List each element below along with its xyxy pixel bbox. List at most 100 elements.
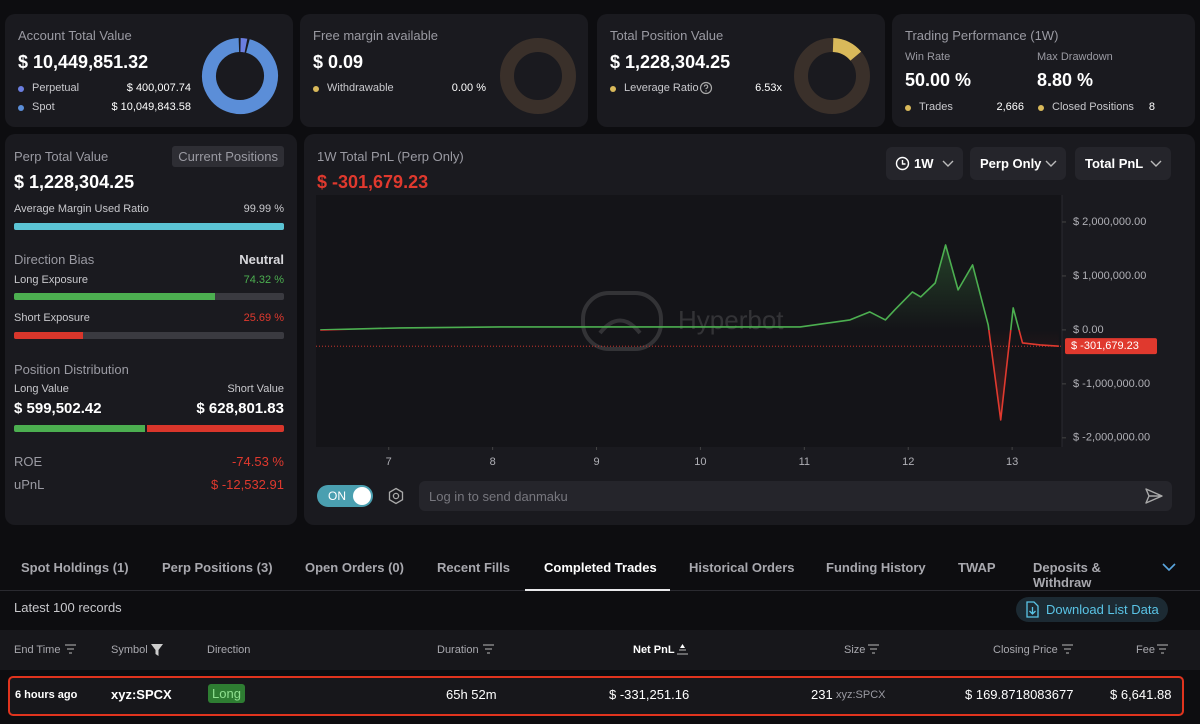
metric-value: $ 599,502.42 — [14, 400, 102, 417]
metric-name: Win Rate — [905, 51, 951, 63]
legend-dot — [18, 105, 24, 111]
metric-value: 50.00 % — [905, 70, 972, 90]
tab[interactable]: Recent Fills — [437, 560, 510, 575]
bar-track — [14, 332, 284, 339]
column-header[interactable]: Closing Price — [993, 644, 1058, 656]
donut-segment — [202, 38, 278, 114]
donut — [202, 38, 278, 114]
metric-value: -74.53 % — [231, 454, 284, 469]
danmaku-input[interactable]: Log in to send danmaku — [419, 481, 1172, 511]
legend-name: Spot — [32, 101, 55, 113]
legend-dot — [18, 86, 24, 92]
table-row[interactable] — [8, 676, 1184, 716]
cell: $ 6,641.88 — [1110, 687, 1172, 702]
toggle-label: ON — [328, 489, 346, 503]
tab[interactable]: Open Orders (0) — [305, 560, 404, 575]
bar — [14, 332, 84, 339]
panel-value: $ 1,228,304.25 — [14, 172, 135, 192]
card-title: Free margin available — [313, 28, 439, 43]
y-tick-label: $ -1,000,000.00 — [1073, 378, 1150, 390]
send-icon[interactable] — [1144, 487, 1164, 505]
range-dropdown[interactable]: 1W — [886, 147, 963, 180]
tabs-more[interactable] — [1162, 562, 1176, 572]
y-tick-label: $ -2,000,000.00 — [1073, 432, 1150, 444]
bar — [14, 293, 215, 300]
metric-value: 74.32 % — [243, 274, 284, 286]
legend-name: Perpetual — [32, 82, 80, 94]
metric-name: uPnL — [14, 477, 45, 492]
tab[interactable]: Perp Positions (3) — [162, 560, 273, 575]
bar-track — [14, 223, 284, 230]
tab[interactable]: Funding History — [826, 560, 926, 575]
input-placeholder: Log in to send danmaku — [429, 489, 568, 504]
metric-name: Max Drawdown — [1037, 51, 1113, 63]
metric-name: Trades — [919, 101, 953, 113]
bar — [146, 425, 284, 432]
column-header[interactable]: Fee — [1136, 644, 1155, 656]
cell: xyz:SPCX — [111, 687, 172, 702]
tab[interactable]: Deposits & Withdraw — [1033, 560, 1101, 590]
cell: 6 hours ago — [15, 689, 78, 701]
cell: 65h 52m — [446, 687, 497, 702]
y-tick-label: $ 1,000,000.00 — [1073, 270, 1146, 282]
legend-dot — [313, 86, 319, 92]
dropdown-label: 1W — [914, 156, 934, 171]
settings-icon[interactable] — [387, 487, 405, 505]
column-header[interactable]: Symbol — [111, 644, 148, 656]
download-button[interactable]: Download List Data — [1016, 597, 1168, 622]
account-card: Account Total Value $ 10,449,851.32 Perp… — [5, 14, 293, 127]
x-tick-label: 9 — [593, 456, 599, 468]
x-tick-label: 7 — [386, 456, 392, 468]
x-tick-label: 8 — [490, 456, 496, 468]
scope-dropdown[interactable]: Perp Only — [970, 147, 1066, 180]
badge[interactable]: Current Positions — [172, 146, 284, 167]
column-header[interactable]: End Time — [14, 644, 61, 656]
column-header[interactable]: Duration — [437, 644, 479, 656]
card-title: Trading Performance (1W) — [905, 28, 1059, 43]
free-margin-card: Free margin available $ 0.09 Withdrawabl… — [300, 14, 588, 127]
cell: 231 — [811, 687, 833, 702]
legend-dot — [610, 86, 616, 92]
donut-segment — [202, 38, 278, 114]
y-tick-label: $ 2,000,000.00 — [1073, 216, 1146, 228]
chart-title: 1W Total PnL (Perp Only) — [317, 149, 464, 164]
legend-amount: $ 10,049,843.58 — [111, 101, 191, 113]
x-tick-label: 12 — [902, 456, 914, 468]
column-header[interactable]: Net PnL — [633, 644, 675, 656]
donut-track — [500, 38, 576, 114]
tab[interactable]: Spot Holdings (1) — [21, 560, 129, 575]
chart-subtitle: $ -301,679.23 — [317, 172, 429, 192]
help-icon[interactable] — [699, 81, 713, 95]
tab-active[interactable]: Completed Trades — [544, 560, 657, 575]
legend-name: Leverage Ratio — [624, 82, 699, 94]
section-title: Position Distribution — [14, 362, 129, 377]
watermark: Hyperbot — [678, 305, 784, 335]
metric-name: Short Value — [227, 383, 284, 395]
tab[interactable]: Historical Orders — [689, 560, 795, 575]
panel-title: Perp Total Value — [14, 149, 109, 164]
metric-dropdown[interactable]: Total PnL — [1075, 147, 1171, 180]
x-tick-label: 13 — [1006, 456, 1018, 468]
bar-track — [14, 425, 284, 432]
legend-amount: 0.00 % — [451, 82, 486, 94]
y-tick-label: $ 0.00 — [1073, 324, 1104, 336]
x-tick-label: 11 — [799, 456, 810, 468]
donut-track — [794, 38, 870, 114]
metric-name: Short Exposure — [14, 312, 90, 324]
danmaku-toggle[interactable]: ON — [317, 485, 373, 507]
metric-name: Average Margin Used Ratio — [14, 203, 149, 215]
column-header[interactable]: Size — [844, 644, 866, 656]
card-value: $ 0.09 — [313, 52, 364, 72]
tab-underline — [525, 589, 670, 591]
x-tick-label: 10 — [694, 456, 706, 468]
chart-panel: Hyperbot $ 2,000,000.00 $ 1,000,000.00 $ 0… — [304, 134, 1195, 525]
tab[interactable]: TWAP — [958, 560, 996, 575]
metric-value: 8.80 % — [1037, 70, 1094, 90]
chart: Hyperbot $ 2,000,000.00 $ 1,000,000.00 $ 0… — [316, 195, 1157, 468]
metric-name: Long Exposure — [14, 274, 88, 286]
last-value-box — [1065, 338, 1157, 355]
header-icons — [65, 644, 1168, 656]
metric-value: 2,666 — [996, 101, 1024, 113]
performance-card: Trading Performance (1W) Win Rate 50.00 … — [892, 14, 1195, 127]
